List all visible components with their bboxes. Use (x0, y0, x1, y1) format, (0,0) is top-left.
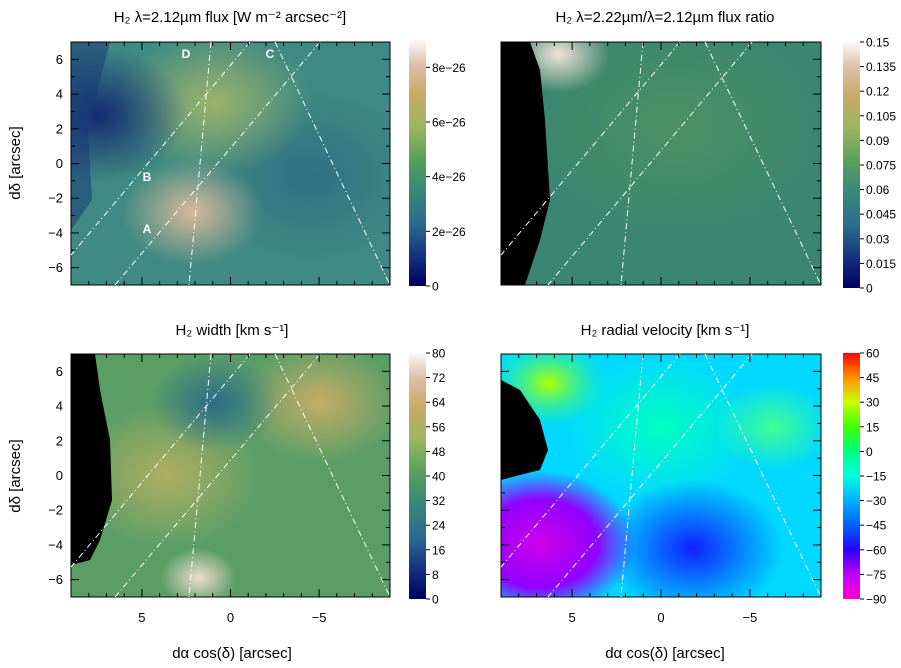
label-C: C (266, 47, 275, 61)
colorbar-tick-label: 0.045 (866, 208, 896, 222)
colorbar-tick-label: 0.15 (866, 36, 890, 50)
colorbar-tick-label: −15 (866, 470, 887, 484)
label-A: A (143, 222, 152, 236)
colorbar-tick-label: 16 (432, 543, 446, 557)
y-tick-label: 0 (56, 156, 63, 171)
x-tick-label: −5 (312, 610, 327, 625)
panel-ratio (500, 41, 822, 286)
colorbar-tick-label: 0.03 (866, 232, 890, 246)
label-B: B (143, 170, 152, 184)
x-tick-label: 5 (568, 610, 575, 625)
colorbar-tick-label: −75 (866, 568, 887, 582)
ratio-map-image (501, 42, 821, 285)
colorbar-ratio (843, 42, 860, 288)
colorbar-tick-label: 80 (432, 347, 446, 361)
colorbar-tick-label: 0 (432, 280, 439, 294)
label-D: D (182, 47, 191, 61)
y-tick-label: 0 (56, 468, 63, 483)
ylabel-top: dδ [arcsec] (7, 126, 24, 199)
y-tick-label: −4 (48, 225, 63, 240)
xlabel-right: dα cos(δ) [arcsec] (605, 645, 725, 662)
colorbar-tick-label: −60 (866, 543, 887, 557)
x-tick-label: 0 (227, 610, 234, 625)
xlabel-left: dα cos(δ) [arcsec] (172, 645, 292, 662)
colorbar-tick-label: 2e−26 (432, 225, 466, 239)
colorbar-tick-label: 0.06 (866, 183, 890, 197)
x-tick-label: 0 (657, 610, 664, 625)
y-tick-label: 2 (56, 433, 63, 448)
colorbar-tick-label: 72 (432, 371, 446, 385)
colorbar-tick-label: 45 (866, 371, 880, 385)
colorbar-tick-label: 60 (866, 347, 880, 361)
y-tick-label: 6 (56, 364, 63, 379)
colorbar-tick-label: 64 (432, 396, 446, 410)
colorbar-tick-label: 40 (432, 470, 446, 484)
slit-lines-4 (501, 354, 821, 597)
colorbar-tick-label: 0 (432, 593, 439, 607)
panel-flux: D C B A (70, 41, 391, 286)
panel-width (70, 353, 391, 598)
colorbar-tick-label: −45 (866, 519, 887, 533)
velocity-map-image (501, 354, 821, 597)
y-tick-label: −4 (48, 537, 63, 552)
y-tick-label: −6 (48, 260, 63, 275)
title-width: H₂ width [km s⁻¹] (176, 322, 289, 339)
colorbar-tick-label: 48 (432, 445, 446, 459)
y-tick-label: −2 (48, 503, 63, 518)
colorbar-width (409, 353, 426, 599)
colorbar-tick-label: 30 (866, 396, 880, 410)
slit-lines-3 (71, 354, 390, 597)
colorbar-tick-label: 8e−26 (432, 61, 466, 75)
colorbar-tick-label: 0.015 (866, 257, 896, 271)
title-velocity: H₂ radial velocity [km s⁻¹] (581, 322, 750, 339)
ylabel-bottom: dδ [arcsec] (7, 439, 24, 512)
colorbar-tick-label: 0.09 (866, 134, 890, 148)
y-tick-label: 4 (56, 399, 63, 414)
colorbar-tick-label: 4e−26 (432, 170, 466, 184)
y-tick-label: 2 (56, 121, 63, 136)
panel-velocity (500, 353, 822, 598)
colorbar-tick-label: 6e−26 (432, 116, 466, 130)
colorbar-tick-label: 15 (866, 420, 880, 434)
colorbar-tick-label: −30 (866, 494, 887, 508)
colorbar-flux (409, 40, 426, 286)
colorbar-tick-label: 0 (866, 282, 873, 296)
colorbar-tick-label: 0 (866, 445, 873, 459)
title-ratio: H₂ λ=2.22µm/λ=2.12µm flux ratio (555, 9, 774, 26)
colorbar-tick-label: 8 (432, 568, 439, 582)
colorbar-tick-label: 24 (432, 519, 446, 533)
colorbar-tick-label: 0.12 (866, 85, 890, 99)
x-tick-label: 5 (138, 610, 145, 625)
y-tick-label: 6 (56, 52, 63, 67)
slit-lines-1 (71, 42, 390, 285)
slit-lines-2 (501, 42, 821, 285)
colorbar-tick-label: 56 (432, 420, 446, 434)
flux-map-image (71, 42, 390, 285)
y-tick-label: −6 (48, 572, 63, 587)
colorbar-tick-label: 0.075 (866, 159, 896, 173)
y-tick-label: −2 (48, 191, 63, 206)
width-map-image (71, 354, 390, 597)
colorbar-tick-label: −90 (866, 593, 887, 607)
y-tick-label: 4 (56, 87, 63, 102)
title-flux: H₂ λ=2.12µm flux [W m⁻² arcsec⁻²] (114, 9, 346, 26)
x-tick-label: −5 (742, 610, 757, 625)
colorbar-tick-label: 32 (432, 494, 446, 508)
colorbar-tick-label: 0.135 (866, 60, 896, 74)
colorbar-tick-label: 0.105 (866, 109, 896, 123)
colorbar-velocity (843, 353, 860, 599)
